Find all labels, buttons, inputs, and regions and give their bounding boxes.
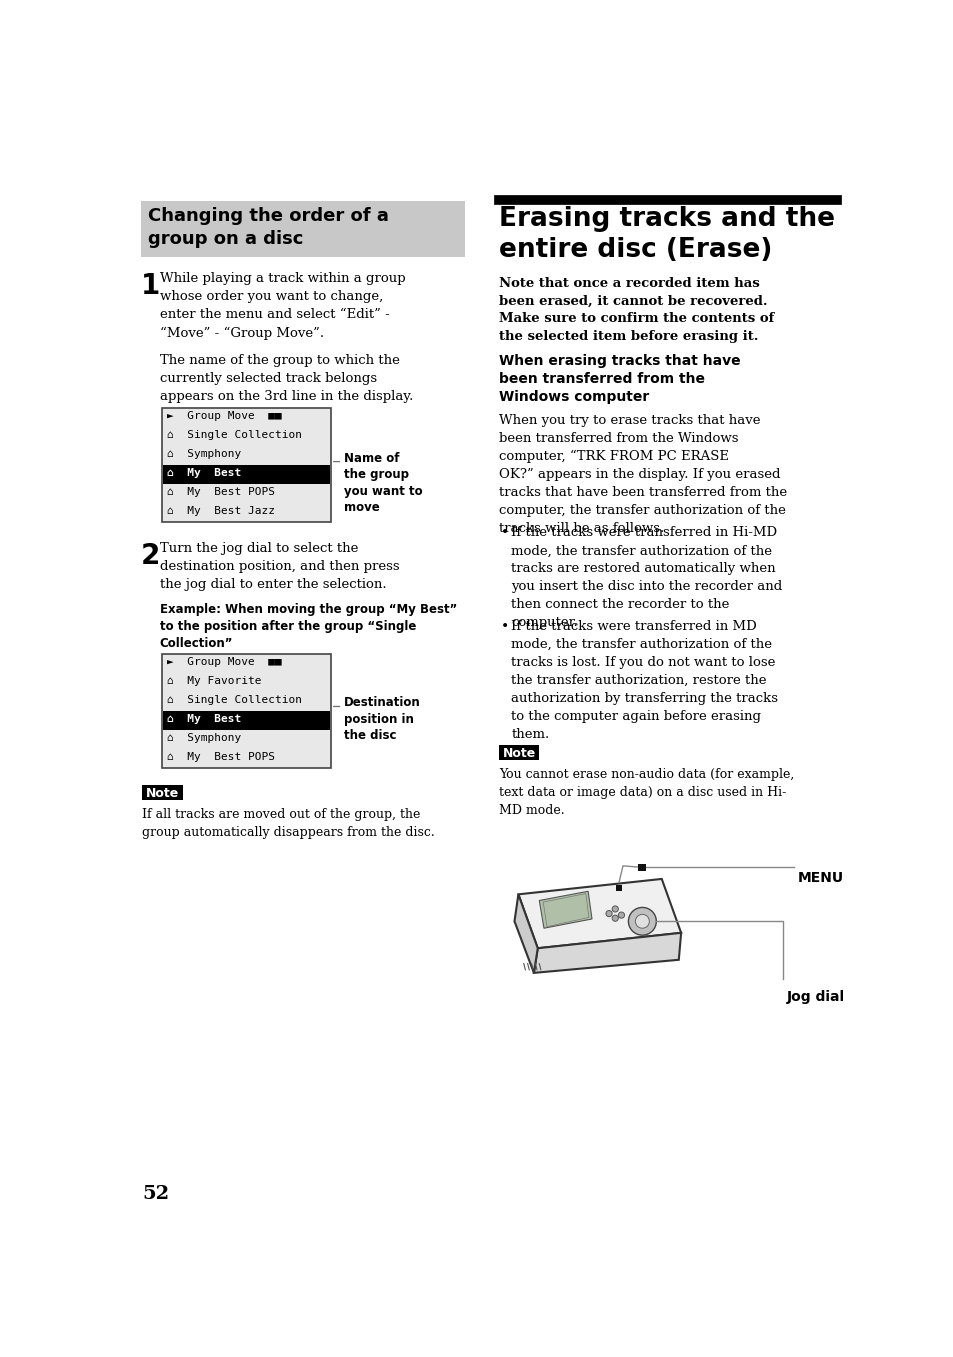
Bar [616,885,621,892]
Text: The name of the group to which the
currently selected track belongs
appears on t: The name of the group to which the curre… [159,354,413,403]
Text: ⌂  Symphony: ⌂ Symphony [167,733,240,744]
Bar [162,407,331,521]
Text: Example: When moving the group “My Best”
to the position after the group “Single: Example: When moving the group “My Best”… [159,604,456,650]
Text: If all tracks are moved out of the group, the
group automatically disappears fro: If all tracks are moved out of the group… [142,809,435,839]
Text: ►  Group Move  ■■: ► Group Move ■■ [167,411,281,421]
Text: Note: Note [502,748,536,760]
Polygon shape [517,879,680,949]
Bar [162,654,331,768]
Text: •: • [500,527,508,540]
Text: ⌂  Single Collection: ⌂ Single Collection [167,695,301,706]
Circle shape [635,915,649,928]
Text: ⌂  My  Best: ⌂ My Best [167,714,240,725]
Bar [141,201,464,256]
Text: ⌂  My  Best: ⌂ My Best [167,468,240,478]
Circle shape [618,912,624,919]
Text: MENU: MENU [798,871,843,885]
Text: When you try to erase tracks that have
been transferred from the Windows
compute: When you try to erase tracks that have b… [498,414,786,535]
Circle shape [612,906,618,912]
Text: While playing a track within a group
whose order you want to change,
enter the m: While playing a track within a group who… [159,273,405,339]
Text: Jog dial: Jog dial [785,989,843,1004]
Text: ⌂  Symphony: ⌂ Symphony [167,449,240,459]
Text: ►  Group Move  ■■: ► Group Move ■■ [167,657,281,668]
Bar [162,711,330,730]
Circle shape [612,915,618,921]
Text: Turn the jog dial to select the
destination position, and then press
the jog dia: Turn the jog dial to select the destinat… [159,541,398,590]
Text: •: • [500,620,508,634]
Bar [162,464,330,483]
Text: ⌂  My  Best POPS: ⌂ My Best POPS [167,752,274,763]
Text: ⌂  Single Collection: ⌂ Single Collection [167,430,301,440]
Text: If the tracks were transferred in Hi-MD
mode, the transfer authorization of the
: If the tracks were transferred in Hi-MD … [511,527,781,630]
Text: 52: 52 [142,1185,170,1202]
Text: ⌂  My  Best Jazz: ⌂ My Best Jazz [167,506,274,516]
Bar [498,745,538,760]
Bar [638,863,645,871]
Text: Destination
position in
the disc: Destination position in the disc [344,696,420,742]
Circle shape [605,911,612,917]
Circle shape [628,908,656,935]
Text: ⌂  My  Best POPS: ⌂ My Best POPS [167,487,274,497]
Text: 1: 1 [141,273,160,300]
Text: When erasing tracks that have
been transferred from the
Windows computer: When erasing tracks that have been trans… [498,354,740,404]
Text: Name of
the group
you want to
move: Name of the group you want to move [344,452,422,514]
Text: Erasing tracks and the
entire disc (Erase): Erasing tracks and the entire disc (Eras… [498,206,834,263]
Text: ⌂  My Favorite: ⌂ My Favorite [167,676,261,687]
Text: Changing the order of a
group on a disc: Changing the order of a group on a disc [148,206,389,247]
Bar [142,784,183,801]
Polygon shape [534,932,680,973]
Text: Note: Note [146,787,179,801]
Text: You cannot erase non-audio data (for example,
text data or image data) on a disc: You cannot erase non-audio data (for exa… [498,768,794,817]
Text: Note that once a recorded item has
been erased, it cannot be recovered.
Make sur: Note that once a recorded item has been … [498,277,774,343]
Polygon shape [514,894,537,973]
Polygon shape [538,892,592,928]
Text: If the tracks were transferred in MD
mode, the transfer authorization of the
tra: If the tracks were transferred in MD mod… [511,620,778,741]
Text: 2: 2 [141,541,160,570]
